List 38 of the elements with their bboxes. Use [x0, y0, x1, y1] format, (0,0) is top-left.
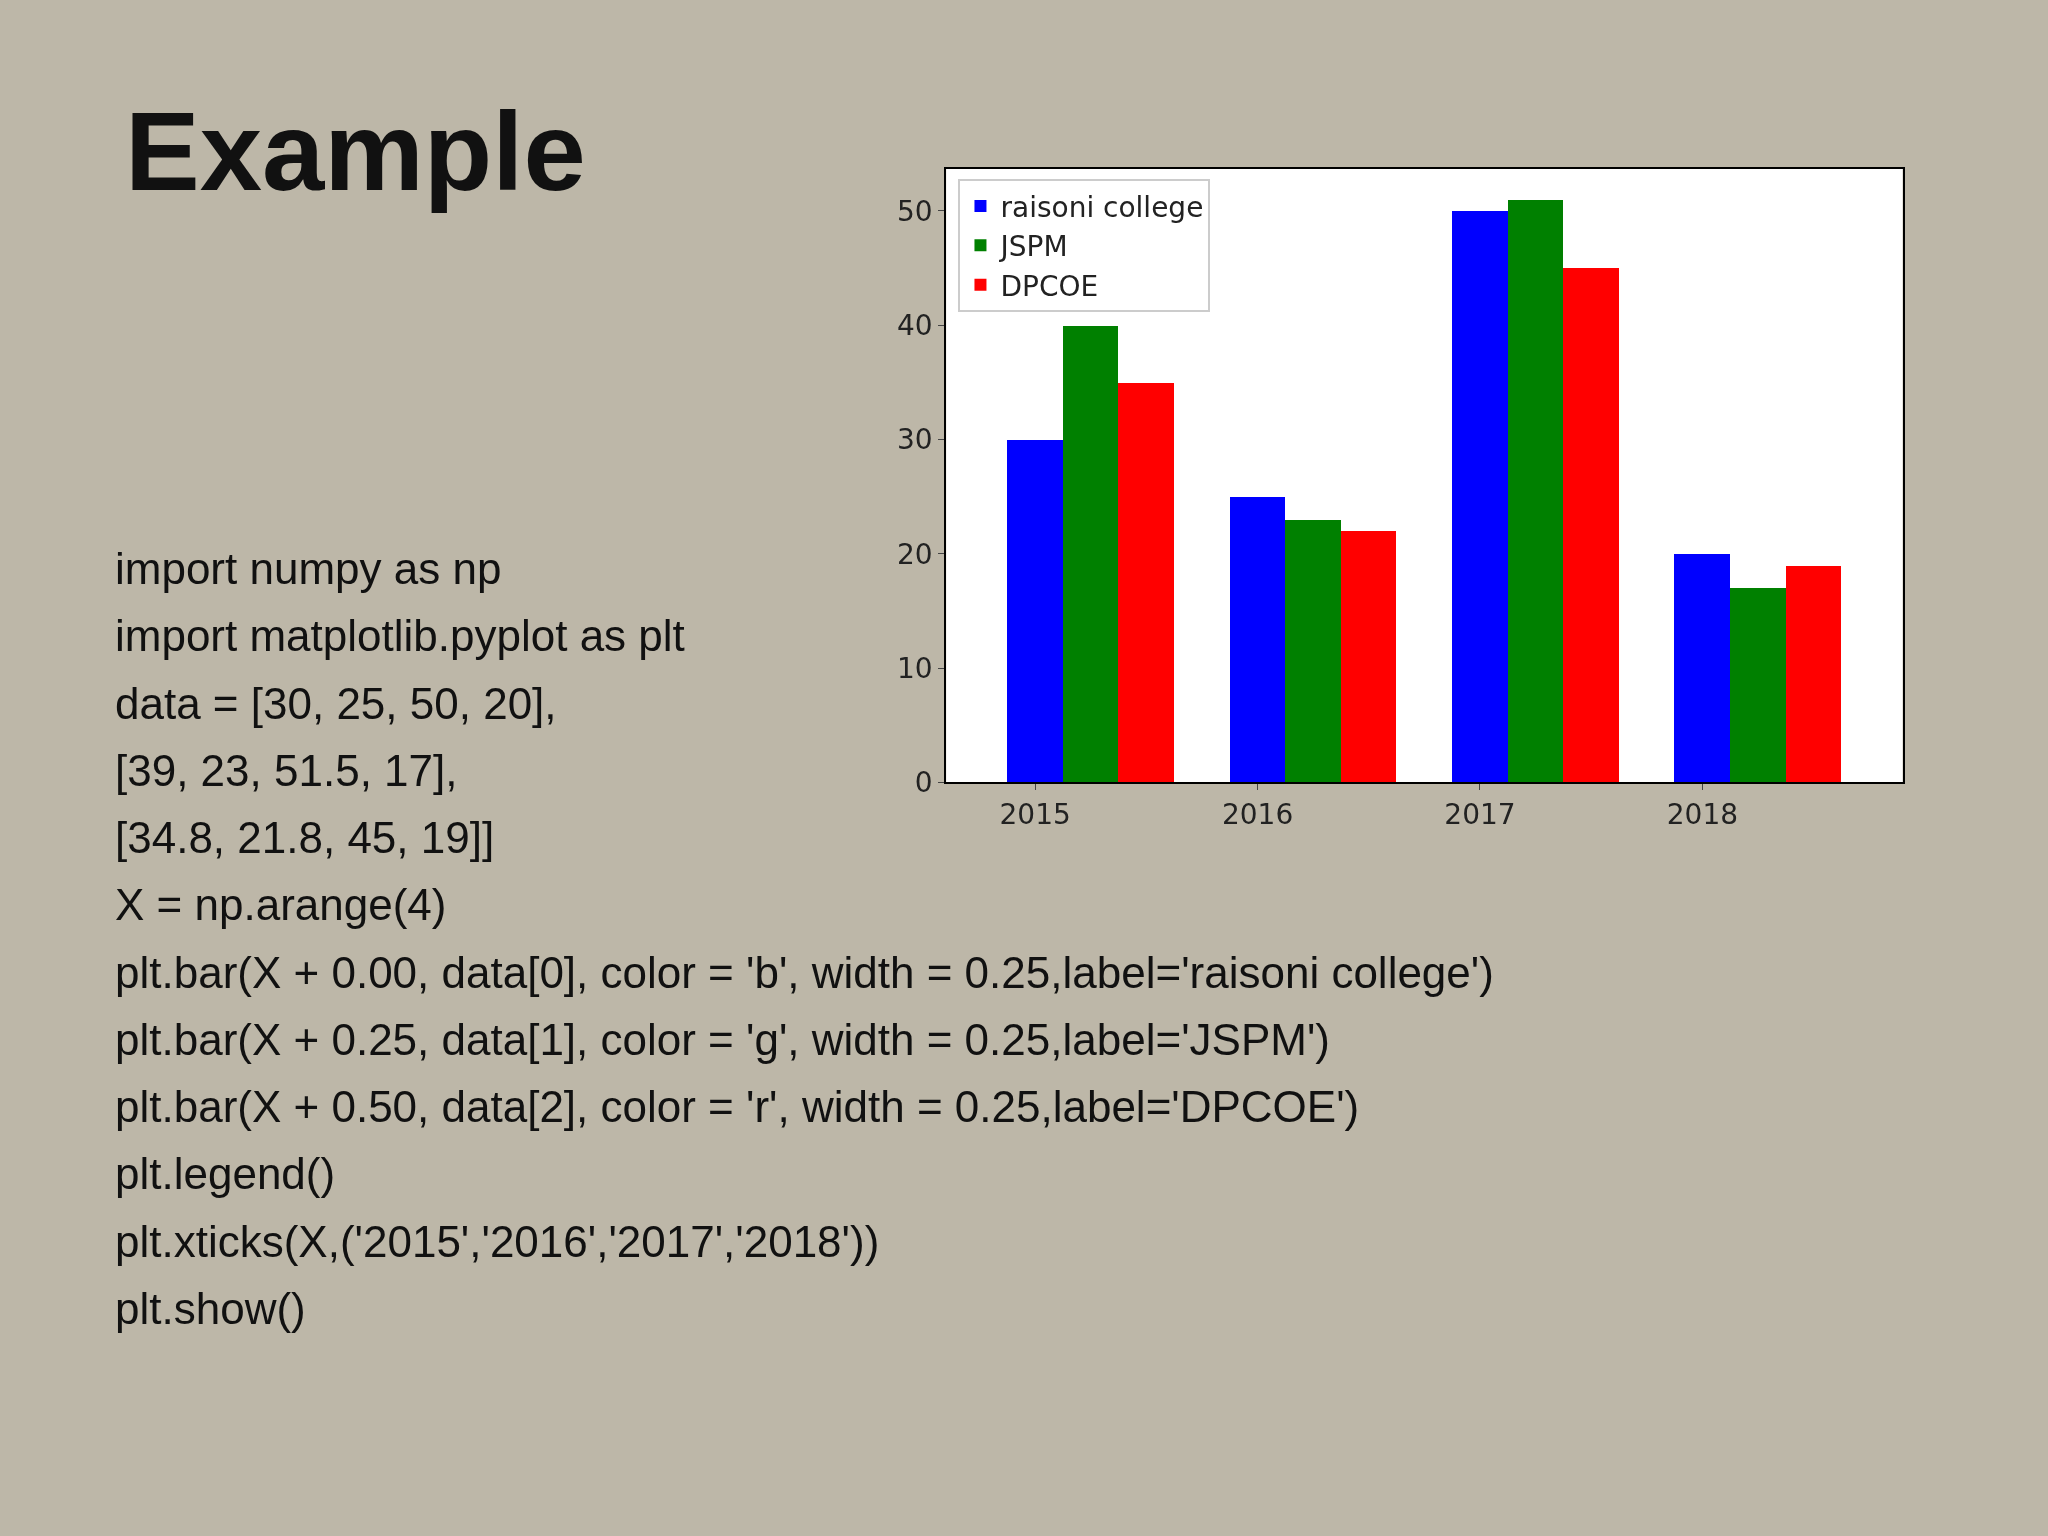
y-tick-label: 20 [896, 537, 933, 571]
text: plt.bar(X + 0.25, data[1], color = 'g', width = 0.25,label='JSPM') [115, 1015, 1330, 1064]
bar [1230, 496, 1286, 783]
text: plt.legend() [115, 1149, 336, 1198]
text: plt.bar(X + 0.50, data[2], color = 'r', width = 0.25,label='DPCOE') [115, 1082, 1360, 1131]
bar [1730, 587, 1787, 783]
bar [1063, 325, 1119, 783]
bar [1786, 565, 1842, 783]
legend-label: JSPM [998, 230, 1068, 264]
x-tick-label: 2015 [999, 797, 1071, 831]
bar [1508, 199, 1564, 783]
text: plt.xticks(X,('2015','2016','2017','2018')) [115, 1217, 880, 1266]
text: data = [30, 25, 50, 20], [115, 679, 557, 728]
x-tick-label: 2017 [1444, 797, 1516, 831]
chart-title: Example [125, 89, 586, 214]
legend-label: DPCOE [1000, 269, 1099, 303]
bar [1285, 519, 1342, 783]
y-tick-label: 10 [896, 651, 933, 685]
bar [1674, 553, 1731, 783]
text: import numpy as np [115, 544, 502, 593]
bar [1452, 210, 1509, 783]
y-tick-label: 30 [896, 423, 933, 457]
bar [1563, 267, 1620, 783]
y-tick-label: 40 [896, 308, 933, 342]
y-tick-label: 50 [896, 194, 933, 228]
text: plt.show() [115, 1284, 306, 1333]
y-tick-label: 0 [914, 766, 933, 800]
x-tick-label: 2018 [1666, 797, 1739, 831]
x-tick-label: 2016 [1221, 797, 1294, 831]
bar [1118, 382, 1175, 783]
bar [1007, 439, 1064, 783]
bar [1341, 530, 1397, 783]
text: import matplotlib.pyplot as plt [115, 611, 685, 660]
text: plt.bar(X + 0.00, data[0], color = 'b', width = 0.25,label='raisoni college') [115, 948, 1494, 997]
legend-label: raisoni college [1000, 190, 1204, 224]
text: [34.8, 21.8, 45, 19]] [115, 813, 495, 862]
text: X = np.arange(4) [115, 880, 447, 929]
text: [39, 23, 51.5, 17], [115, 746, 458, 795]
